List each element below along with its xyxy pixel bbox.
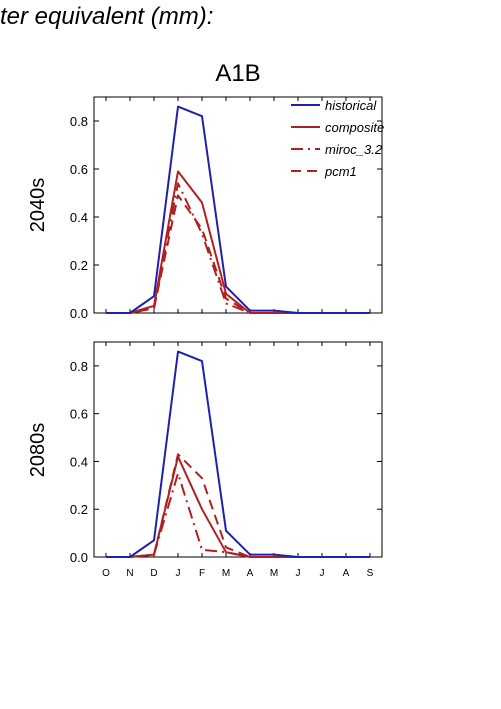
header-text: ter equivalent (mm): bbox=[0, 3, 214, 30]
y-tick-label: 0.0 bbox=[70, 550, 88, 565]
x-tick-label: M bbox=[222, 568, 230, 579]
x-tick-label: J bbox=[176, 568, 181, 579]
x-tick-label: A bbox=[343, 568, 350, 579]
x-tick-label: F bbox=[199, 568, 205, 579]
y-tick-label: 0.0 bbox=[70, 306, 88, 321]
y-tick-label: 0.6 bbox=[70, 162, 88, 177]
y-tick-label: 0.6 bbox=[70, 407, 88, 422]
y-tick-label: 0.8 bbox=[70, 114, 88, 129]
x-tick-label: A bbox=[247, 568, 254, 579]
row-label-2040s: 2040s bbox=[27, 178, 49, 233]
x-tick-label: N bbox=[126, 568, 133, 579]
legend-label-miroc-3-2: miroc_3.2 bbox=[325, 142, 383, 157]
series-line-historical bbox=[106, 350, 370, 558]
legend-label-composite: composite bbox=[325, 120, 384, 135]
series-line-miroc-3-2 bbox=[106, 182, 370, 314]
series-line-composite bbox=[106, 170, 370, 314]
y-tick-label: 0.8 bbox=[70, 359, 88, 374]
legend-label-historical: historical bbox=[325, 98, 377, 113]
plot-frame-2080s bbox=[93, 341, 383, 558]
y-tick-label: 0.4 bbox=[70, 210, 88, 225]
plot-frame-2040s bbox=[93, 96, 383, 314]
series-line-miroc-3-2 bbox=[106, 472, 370, 558]
series-line-pcm1 bbox=[106, 194, 370, 314]
y-tick-label: 0.4 bbox=[70, 454, 88, 469]
x-tick-label: O bbox=[102, 568, 110, 579]
x-tick-label: S bbox=[367, 568, 374, 579]
row-label-2080s: 2080s bbox=[27, 423, 49, 478]
legend-label-pcm1: pcm1 bbox=[324, 164, 357, 179]
x-tick-label: M bbox=[270, 568, 278, 579]
y-tick-label: 0.2 bbox=[70, 502, 88, 517]
chart-title: A1B bbox=[215, 60, 260, 87]
series-line-historical bbox=[106, 105, 370, 314]
y-tick-label: 0.2 bbox=[70, 258, 88, 273]
x-tick-label: D bbox=[150, 568, 157, 579]
x-tick-label: J bbox=[320, 568, 325, 579]
x-tick-label: J bbox=[296, 568, 301, 579]
